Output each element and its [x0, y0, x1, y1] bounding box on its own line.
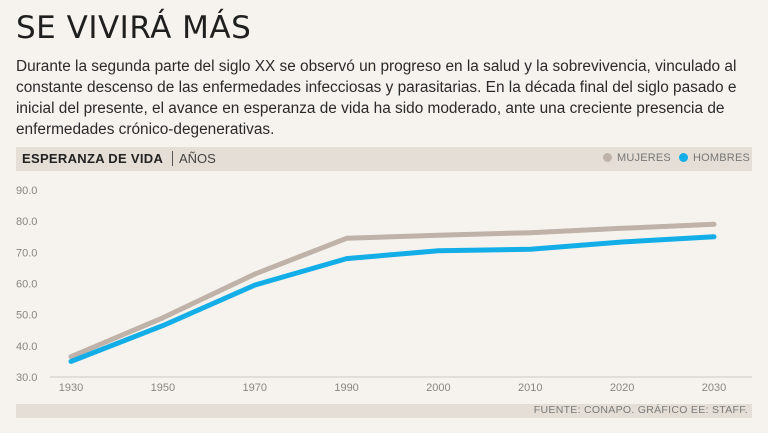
y-tick-label: 50.0 — [16, 310, 37, 322]
y-tick-label: 30.0 — [16, 372, 37, 384]
chart-header: ESPERANZA DE VIDA AÑOS MUJERES HOMBRES — [16, 147, 752, 171]
y-tick-label: 70.0 — [16, 247, 37, 259]
x-tick-label: 1970 — [242, 382, 266, 394]
source-bar: FUENTE: CONAPO. GRÁFICO EE: STAFF. — [16, 404, 752, 418]
x-tick-label: 2010 — [518, 382, 542, 394]
series-line-hombres — [68, 234, 717, 364]
legend-label-hombres: HOMBRES — [693, 152, 751, 164]
legend-item-mujeres: MUJERES — [603, 152, 671, 164]
source-credit: FUENTE: CONAPO. GRÁFICO EE: STAFF. — [533, 404, 748, 416]
y-tick-label: 40.0 — [16, 341, 37, 353]
legend-dot-hombres — [679, 153, 688, 162]
legend-item-hombres: HOMBRES — [679, 152, 750, 164]
y-tick-label: 90.0 — [16, 185, 37, 197]
chart-unit: AÑOS — [172, 151, 216, 166]
intro-paragraph: Durante la segunda parte del siglo XX se… — [16, 58, 737, 138]
page-title: SE VIVIRÁ MÁS — [16, 10, 252, 46]
x-tick-label: 2020 — [610, 382, 634, 394]
series-line-mujeres — [68, 221, 717, 360]
x-tick-label: 1930 — [59, 382, 83, 394]
x-tick-label: 1950 — [151, 382, 175, 394]
x-tick-label: 2030 — [702, 382, 726, 394]
x-tick-label: 1990 — [334, 382, 358, 394]
chart-title: ESPERANZA DE VIDA — [22, 151, 164, 166]
legend-label-mujeres: MUJERES — [617, 152, 671, 164]
legend-dot-mujeres — [603, 153, 612, 162]
x-tick-label: 2000 — [426, 382, 450, 394]
y-tick-label: 60.0 — [16, 279, 37, 291]
y-tick-label: 80.0 — [16, 216, 37, 228]
